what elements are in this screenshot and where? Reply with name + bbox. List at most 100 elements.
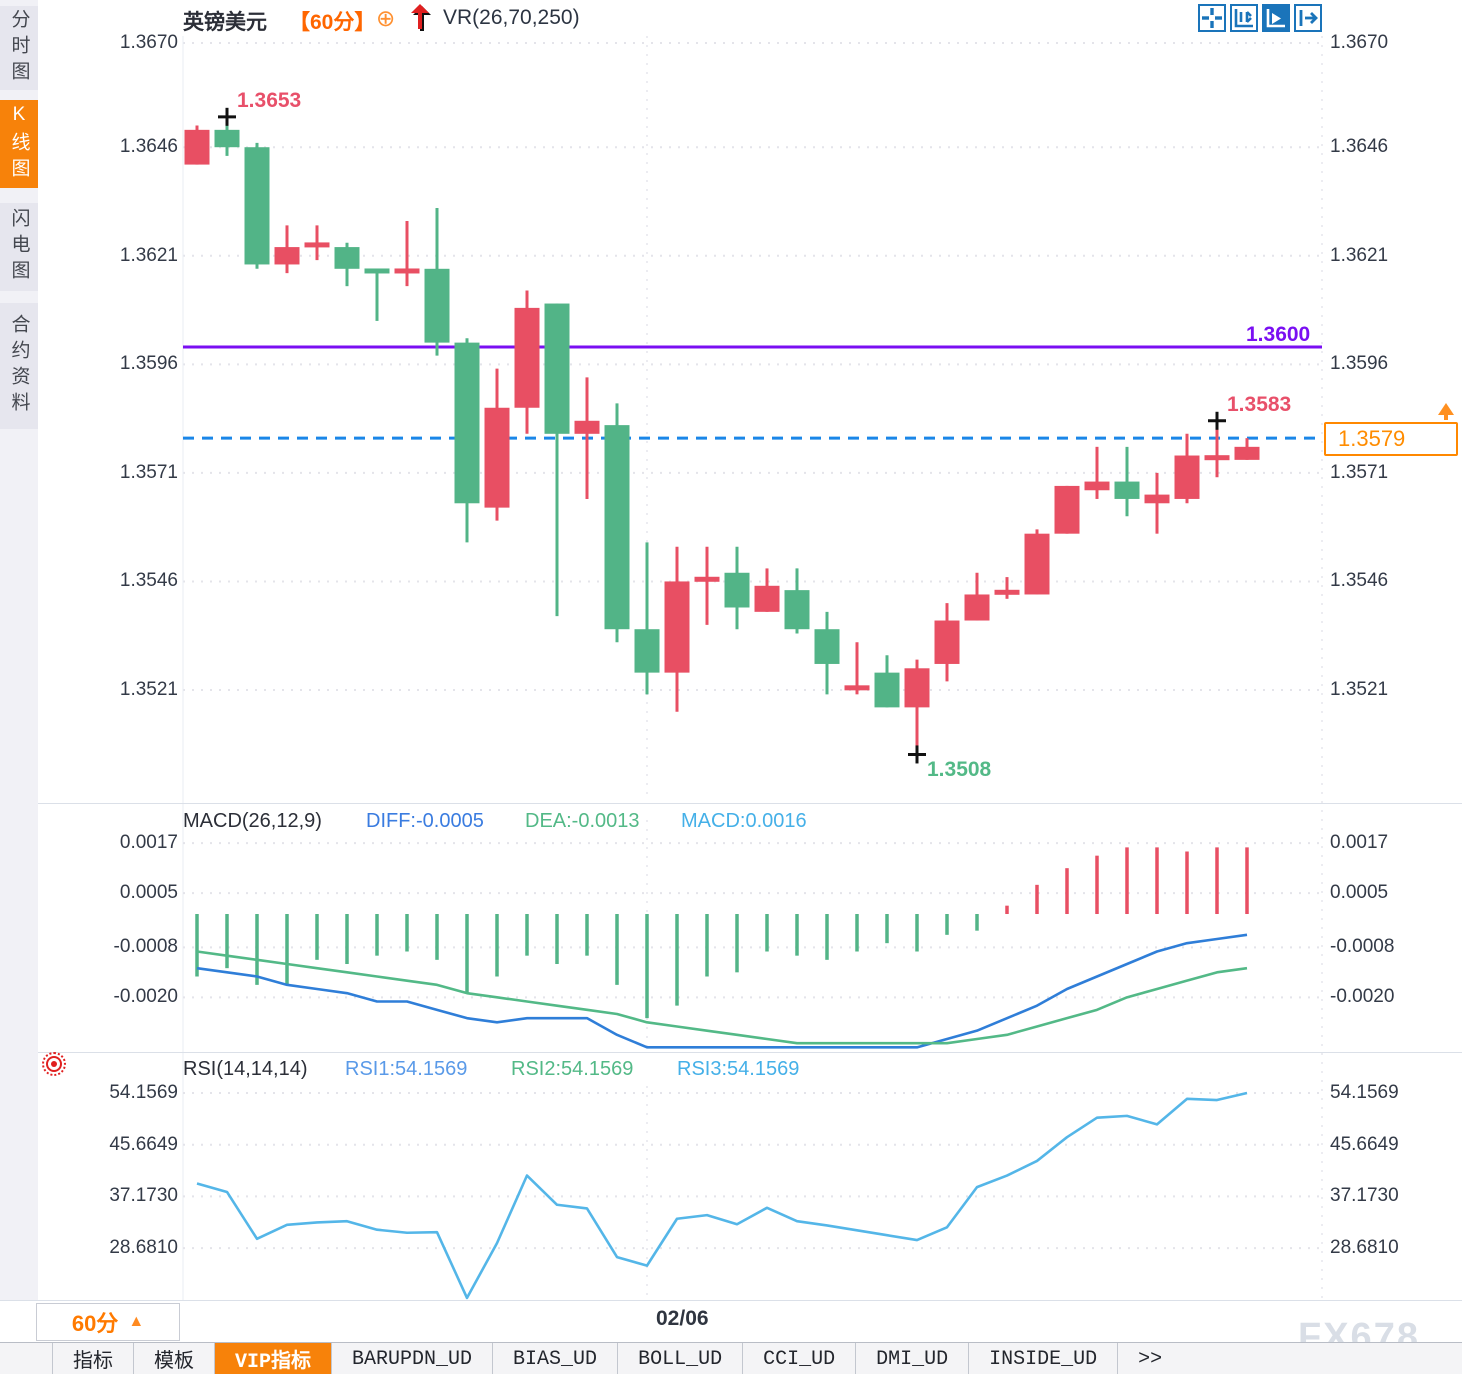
- macd-axis-label-left: -0.0020: [113, 986, 178, 1008]
- candle-body[interactable]: [394, 268, 420, 274]
- period-selector[interactable]: 60分 ▲: [36, 1303, 180, 1341]
- macd-axis-label-right: 0.0005: [1330, 882, 1389, 904]
- macd-axis-label-left: 0.0017: [119, 832, 178, 854]
- candle-body[interactable]: [214, 129, 240, 148]
- period-label: 60分: [71, 1311, 119, 1336]
- indicator-tab-bar: 指标 模板 VIP指标 BARUPDN_UD BIAS_UD BOLL_UD CCI_UD D…: [0, 1342, 1462, 1374]
- bottom-tab-5[interactable]: BIAS_UD: [493, 1343, 619, 1374]
- chart-toolbar: [1198, 4, 1322, 32]
- candle-body[interactable]: [844, 685, 870, 691]
- vr-indicator-label[interactable]: VR(26,70,250): [443, 6, 580, 29]
- candle-body[interactable]: [1084, 481, 1110, 491]
- rsi2-value: RSI2:54.1569: [511, 1058, 634, 1080]
- candle-body[interactable]: [1204, 455, 1230, 461]
- rsi3-value: RSI3:54.1569: [677, 1058, 800, 1080]
- x-axis-date-label: 02/06: [656, 1307, 709, 1330]
- candle-body[interactable]: [634, 629, 660, 673]
- price-axis-label-left: 1.3670: [119, 32, 178, 53]
- candle-body[interactable]: [424, 268, 450, 343]
- tabbar-spacer: [0, 1343, 53, 1374]
- price-up-arrow-icon: [1438, 403, 1454, 421]
- macd-diff-value: DIFF:-0.0005: [366, 810, 484, 832]
- candle-body[interactable]: [964, 594, 990, 621]
- sidebar-tab-2[interactable]: K线图: [0, 100, 38, 188]
- candle-body[interactable]: [784, 590, 810, 630]
- crosshair-icon[interactable]: [1198, 4, 1226, 32]
- candle-body[interactable]: [574, 420, 600, 434]
- target-dot-icon[interactable]: [42, 1052, 66, 1076]
- candle-body[interactable]: [874, 672, 900, 708]
- rsi-axis-label-left: 54.1569: [109, 1082, 178, 1103]
- candle-body[interactable]: [904, 668, 930, 708]
- axis-play-icon[interactable]: [1262, 4, 1290, 32]
- candle-body[interactable]: [1144, 494, 1170, 504]
- bottom-tab-9[interactable]: INSIDE_UD: [969, 1343, 1119, 1374]
- period-tag[interactable]: 【60分】: [289, 11, 376, 34]
- candle-body[interactable]: [994, 589, 1020, 595]
- price-axis-label-right: 1.3546: [1330, 570, 1389, 592]
- sidebar-tab-3[interactable]: 闪电图: [0, 203, 38, 291]
- candle-body[interactable]: [604, 425, 630, 630]
- price-axis-label-right: 1.3521: [1330, 679, 1389, 700]
- candle-body[interactable]: [934, 620, 960, 664]
- bottom-tab-7[interactable]: CCI_UD: [743, 1343, 857, 1374]
- macd-axis-label-left: -0.0008: [113, 936, 178, 958]
- rsi-axis-label-right: 54.1569: [1330, 1082, 1399, 1103]
- left-sidebar: 分时图 K线图闪电图合约资料: [0, 0, 38, 1300]
- rsi-axis-label-right: 28.6810: [1330, 1237, 1399, 1259]
- candle-body[interactable]: [694, 576, 720, 582]
- globe-crosshair-icon[interactable]: ⊕: [376, 5, 396, 31]
- candle-body[interactable]: [484, 407, 510, 508]
- high-price-label: 1.3653: [237, 88, 302, 112]
- candle-body[interactable]: [1054, 485, 1080, 534]
- bottom-tab-10[interactable]: >>: [1138, 1347, 1163, 1371]
- candle-body[interactable]: [544, 303, 570, 434]
- bottom-tab-4[interactable]: BARUPDN_UD: [332, 1343, 494, 1374]
- price-axis-label-left: 1.3571: [119, 461, 178, 483]
- candle-body[interactable]: [1024, 533, 1050, 595]
- price-axis-label-left: 1.3646: [119, 136, 178, 158]
- candle-body[interactable]: [754, 585, 780, 612]
- candle-body[interactable]: [274, 247, 300, 265]
- candle-body[interactable]: [1174, 455, 1200, 499]
- macd-dea-line: [196, 950, 1248, 1045]
- last-price-box: 1.3579: [1324, 422, 1458, 457]
- candle-body[interactable]: [724, 572, 750, 608]
- price-axis-label-left: 1.3621: [119, 244, 178, 266]
- candle-body[interactable]: [454, 342, 480, 504]
- macd-axis-label-right: -0.0008: [1330, 936, 1395, 958]
- price-axis-label-right: 1.3596: [1330, 353, 1389, 375]
- bottom-tab-8[interactable]: DMI_UD: [856, 1343, 970, 1374]
- price-axis-label-left: 1.3546: [119, 570, 178, 592]
- bottom-tab-2[interactable]: 模板: [134, 1343, 215, 1374]
- candle-body[interactable]: [304, 242, 330, 248]
- rsi-indicator-name[interactable]: RSI(14,14,14): [183, 1058, 308, 1080]
- candle-body[interactable]: [1114, 481, 1140, 499]
- pan-right-icon[interactable]: [1294, 4, 1322, 32]
- candle-body[interactable]: [244, 147, 270, 265]
- bottom-tab-1[interactable]: 指标: [53, 1343, 134, 1374]
- price-axis-label-right: 1.3670: [1330, 32, 1389, 53]
- candle-body[interactable]: [814, 629, 840, 664]
- candle-body[interactable]: [664, 581, 690, 673]
- price-axis-label-left: 1.3596: [119, 353, 178, 375]
- bottom-tab-6[interactable]: BOLL_UD: [618, 1343, 744, 1374]
- macd-indicator-name[interactable]: MACD(26,12,9): [183, 810, 322, 832]
- candle-body[interactable]: [514, 307, 540, 408]
- candle-body[interactable]: [334, 247, 360, 269]
- price-axis-label-right: 1.3621: [1330, 244, 1389, 266]
- bottom-tab-3[interactable]: VIP指标: [215, 1343, 333, 1374]
- sidebar-tab-4[interactable]: 合约资料: [0, 303, 38, 429]
- red-up-arrow-icon: [411, 3, 433, 38]
- axis-range-icon[interactable]: [1230, 4, 1258, 32]
- macd-axis-label-right: -0.0020: [1330, 986, 1395, 1008]
- rsi-axis-label-right: 45.6649: [1330, 1133, 1399, 1155]
- sidebar-tab-1[interactable]: 分时图: [0, 6, 38, 90]
- low-price-label: 1.3508: [927, 758, 992, 782]
- candle-body[interactable]: [184, 129, 210, 165]
- macd-value: MACD:0.0016: [681, 810, 807, 832]
- rsi-line: [196, 1091, 1248, 1300]
- candle-body[interactable]: [1234, 446, 1260, 460]
- candle-body[interactable]: [364, 268, 390, 274]
